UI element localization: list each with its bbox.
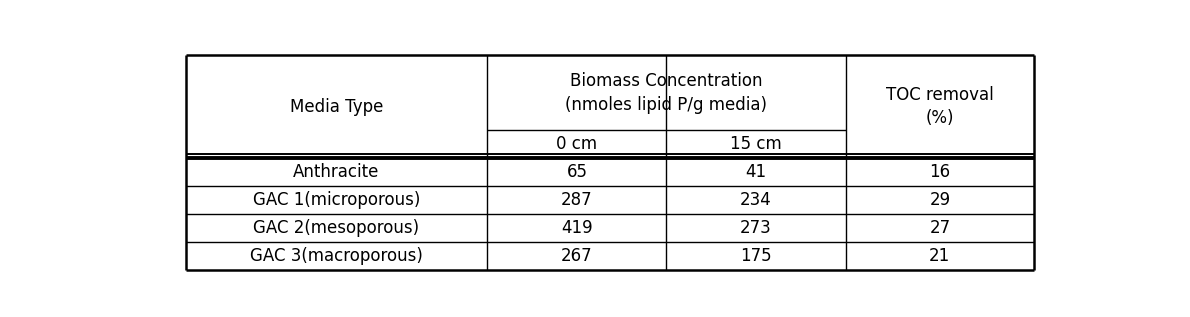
Text: Biomass Concentration
(nmoles lipid P/g media): Biomass Concentration (nmoles lipid P/g … [565,72,768,113]
Text: 65: 65 [566,163,588,181]
Text: 29: 29 [929,191,951,209]
Text: 15 cm: 15 cm [731,135,782,153]
Text: 16: 16 [929,163,951,181]
Text: 234: 234 [740,191,772,209]
Text: 0 cm: 0 cm [556,135,597,153]
Text: GAC 2(mesoporous): GAC 2(mesoporous) [253,219,420,237]
Text: TOC removal
(%): TOC removal (%) [887,86,994,127]
Text: 41: 41 [745,163,766,181]
Text: 21: 21 [929,247,951,265]
Text: 419: 419 [560,219,593,237]
Text: 27: 27 [929,219,951,237]
Text: GAC 3(macroporous): GAC 3(macroporous) [250,247,422,265]
Text: 273: 273 [740,219,772,237]
Text: Media Type: Media Type [290,98,383,116]
Text: 267: 267 [560,247,593,265]
Text: GAC 1(microporous): GAC 1(microporous) [252,191,420,209]
Text: 287: 287 [560,191,593,209]
Text: Anthracite: Anthracite [293,163,380,181]
Text: 175: 175 [740,247,772,265]
